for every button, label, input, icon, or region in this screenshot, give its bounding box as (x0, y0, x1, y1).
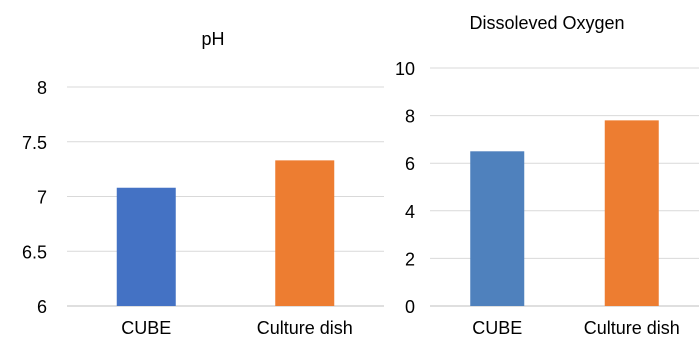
bar-cube (470, 151, 525, 306)
chart-title: pH (201, 29, 224, 49)
y-tick-label: 2 (405, 249, 415, 269)
y-tick-label: 6.5 (22, 242, 47, 262)
x-tick-label: CUBE (472, 318, 522, 338)
y-tick-label: 4 (405, 202, 415, 222)
x-tick-label: Culture dish (584, 318, 680, 338)
x-tick-label: CUBE (121, 318, 171, 338)
y-tick-label: 8 (37, 78, 47, 98)
chart-title: Dissoleved Oxygen (469, 13, 624, 33)
dissolved-oxygen-chart: Dissoleved Oxygen 0 2 4 6 8 10 CUBE Culture dis… (395, 13, 699, 338)
y-tick-label: 7.5 (22, 133, 47, 153)
y-tick-label: 8 (405, 107, 415, 127)
x-tick-label: Culture dish (257, 318, 353, 338)
bar-cube (116, 187, 176, 306)
bar-culture-dish (275, 160, 335, 306)
y-tick-label: 6 (37, 297, 47, 317)
y-tick-label: 10 (395, 59, 415, 79)
y-tick-label: 6 (405, 154, 415, 174)
ph-chart: pH 6 6.5 7 7.5 8 CUBE Culture dish (22, 29, 384, 338)
y-tick-label: 7 (37, 188, 47, 208)
bar-culture-dish (604, 120, 659, 306)
y-tick-label: 0 (405, 297, 415, 317)
